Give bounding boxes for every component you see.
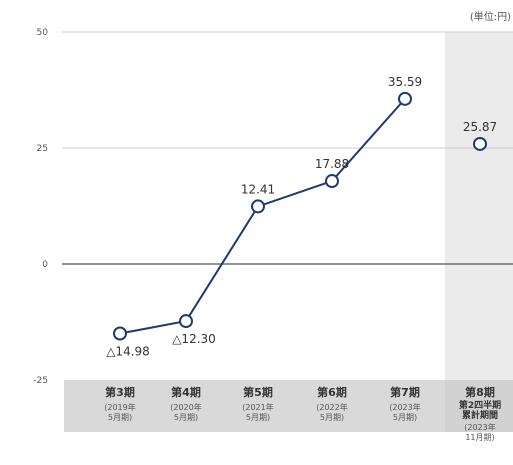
category-month: 5月期) xyxy=(108,413,132,422)
y-tick-label: 50 xyxy=(37,28,49,38)
category-month: 5月期) xyxy=(393,413,417,422)
highlight-column xyxy=(445,32,513,432)
category-year: (2020年 xyxy=(170,402,201,412)
category-label: 第4期 xyxy=(171,385,201,399)
data-label: △12.30 xyxy=(172,332,216,346)
category-month: 11月期) xyxy=(465,433,494,442)
unit-label: (単位:円) xyxy=(469,12,511,23)
category-year: (2019年 xyxy=(104,402,135,412)
y-tick-label: 0 xyxy=(42,260,48,270)
data-label: 25.87 xyxy=(463,120,497,134)
data-point xyxy=(325,174,339,189)
category-label: 累計期間 xyxy=(462,409,498,421)
y-tick-label: -25 xyxy=(33,376,48,386)
eps-series-line xyxy=(119,98,406,335)
data-label: 12.41 xyxy=(241,182,275,196)
category-label: 第7期 xyxy=(390,385,420,399)
category-month: 5月期) xyxy=(320,413,344,422)
category-year: (2023年 xyxy=(464,422,495,432)
category-month: 5月期) xyxy=(174,413,198,422)
data-point xyxy=(113,326,127,341)
data-label: △14.98 xyxy=(106,345,150,359)
data-point xyxy=(473,136,487,151)
category-year: (2023年 xyxy=(389,402,420,412)
data-label: 35.59 xyxy=(388,75,422,89)
category-band-highlight xyxy=(445,380,513,432)
category-month: 5月期) xyxy=(246,413,270,422)
category-year: (2022年 xyxy=(316,402,347,412)
data-point xyxy=(251,199,265,214)
category-label: 第3期 xyxy=(105,385,135,399)
data-point xyxy=(179,314,193,329)
data-label: 17.88 xyxy=(315,157,349,171)
category-band xyxy=(64,380,445,432)
data-point xyxy=(398,91,412,106)
category-label: 第6期 xyxy=(317,385,347,399)
y-tick-label: 25 xyxy=(37,144,48,154)
category-label: 第5期 xyxy=(243,385,273,399)
category-year: (2021年 xyxy=(242,402,273,412)
category-label: 第8期 xyxy=(465,385,495,399)
category-label: 第2四半期 xyxy=(459,399,501,411)
